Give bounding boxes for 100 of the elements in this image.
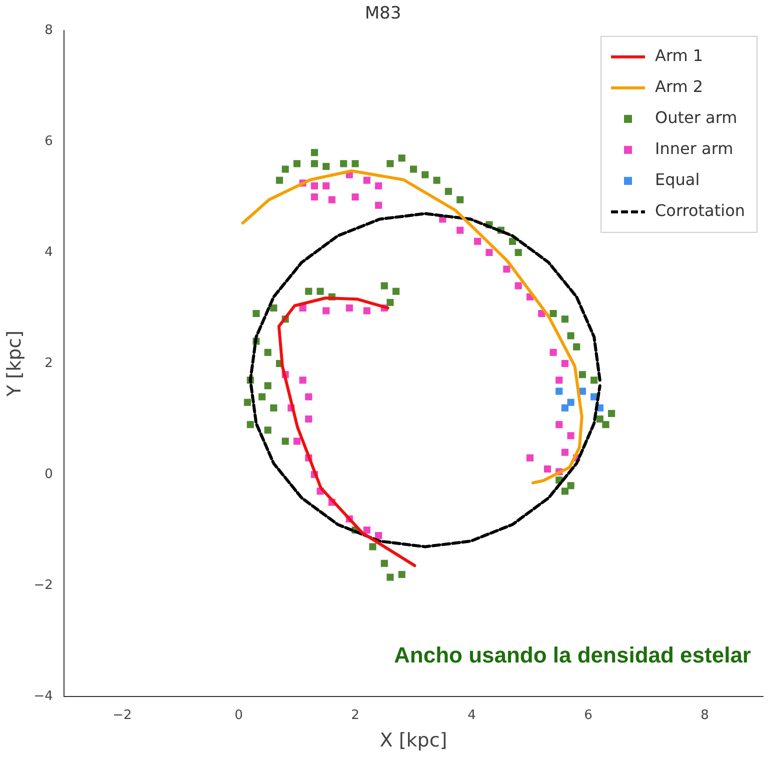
point (374, 532, 382, 540)
point (544, 465, 551, 473)
point (550, 310, 557, 318)
y-tick-label: 4 (44, 244, 53, 260)
point (556, 376, 563, 384)
y-tick-label: −4 (34, 688, 53, 704)
point (567, 482, 574, 490)
point (561, 488, 568, 495)
point (550, 348, 557, 356)
x-tick-label: 2 (351, 708, 360, 723)
x-tick-label: 4 (468, 708, 476, 723)
x-tick-label: 0 (234, 708, 243, 723)
point (305, 415, 312, 423)
point (246, 421, 254, 428)
point (561, 448, 568, 456)
point (299, 376, 306, 384)
point (322, 162, 330, 170)
point (561, 404, 568, 412)
point (310, 149, 318, 156)
point (398, 570, 406, 578)
y-tick-label: 6 (44, 134, 53, 149)
y-tick-label: 2 (44, 356, 53, 371)
point (578, 371, 586, 378)
y-tick-label: 0 (44, 466, 53, 482)
point (369, 543, 376, 550)
annotation: Ancho usando la densidad estelar (394, 642, 752, 668)
point (282, 166, 289, 173)
point (503, 266, 510, 273)
point (514, 248, 522, 256)
point (305, 393, 312, 400)
point (258, 393, 266, 400)
x-tick-label: −2 (112, 708, 132, 723)
point (270, 304, 278, 312)
point (433, 176, 440, 184)
point (608, 410, 616, 417)
legend-label: Arm 1 (655, 46, 704, 66)
point (363, 526, 370, 534)
point (556, 388, 563, 395)
point (456, 226, 464, 234)
point (590, 376, 598, 384)
point (322, 307, 330, 314)
point (363, 307, 370, 314)
point (270, 404, 278, 412)
legend-label: Outer arm (655, 108, 738, 128)
point (276, 176, 284, 184)
x-tick-label: 8 (700, 708, 709, 723)
point (380, 282, 388, 290)
point (352, 193, 359, 200)
point (514, 282, 522, 290)
legend-label: Inner arm (655, 139, 734, 158)
point (374, 202, 382, 209)
point (526, 454, 534, 462)
point (380, 560, 388, 567)
chart-title: M83 (364, 4, 402, 24)
point (474, 238, 482, 245)
point (282, 438, 289, 445)
x-tick-label: 6 (584, 708, 592, 723)
point (567, 432, 574, 440)
point (264, 348, 272, 356)
y-tick-label: 8 (44, 22, 53, 38)
point (252, 310, 260, 318)
point (456, 196, 464, 204)
point (374, 182, 382, 190)
point (596, 415, 604, 423)
point (422, 171, 429, 178)
point (508, 238, 516, 245)
point (316, 288, 324, 295)
point (567, 332, 574, 340)
point (346, 304, 353, 312)
point (386, 160, 394, 168)
point (573, 343, 580, 350)
point (310, 182, 318, 190)
point (556, 421, 563, 428)
y-axis-title: Y [kpc] (3, 330, 26, 398)
point (264, 382, 272, 390)
point (444, 188, 452, 195)
point (340, 160, 348, 168)
point (602, 421, 610, 428)
point (392, 288, 400, 295)
point (293, 160, 301, 168)
legend-label: Equal (655, 170, 700, 190)
point (293, 438, 301, 445)
point (398, 154, 406, 162)
point (322, 182, 330, 190)
point (310, 193, 318, 200)
point (264, 426, 272, 434)
point (363, 176, 370, 184)
point (244, 398, 251, 406)
point (310, 160, 318, 168)
x-axis-title: X [kpc] (380, 730, 448, 752)
point (328, 196, 336, 204)
point (561, 360, 568, 368)
point (486, 248, 493, 256)
y-tick-label: −2 (34, 578, 53, 593)
point (561, 316, 568, 323)
legend-label: Corrotation (655, 201, 745, 220)
point (386, 298, 394, 306)
legend-label: Arm 2 (655, 77, 704, 96)
point (567, 398, 574, 406)
point (352, 160, 359, 168)
